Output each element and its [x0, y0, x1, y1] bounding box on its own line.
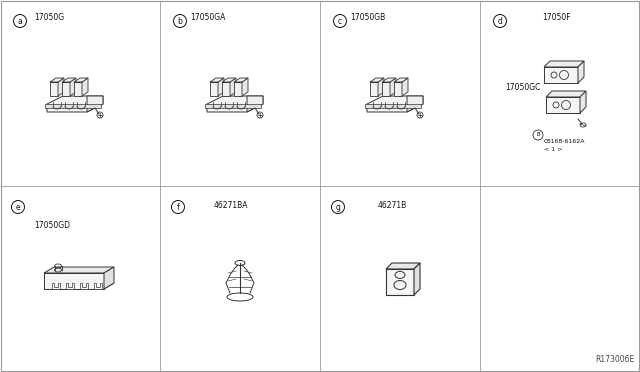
Polygon shape	[394, 82, 402, 96]
Polygon shape	[247, 96, 263, 112]
Text: < 1 >: < 1 >	[544, 147, 563, 152]
Polygon shape	[234, 82, 242, 96]
Text: 17050GD: 17050GD	[34, 221, 70, 230]
Polygon shape	[104, 267, 114, 289]
Polygon shape	[44, 283, 114, 289]
Polygon shape	[52, 283, 60, 289]
Polygon shape	[370, 78, 384, 82]
Text: b: b	[177, 16, 182, 26]
Text: 17050GC: 17050GC	[505, 83, 540, 92]
Polygon shape	[210, 82, 218, 96]
Polygon shape	[402, 78, 408, 96]
Polygon shape	[218, 78, 224, 96]
Polygon shape	[58, 78, 64, 96]
Polygon shape	[62, 82, 70, 96]
Polygon shape	[394, 78, 408, 82]
Text: R173006E: R173006E	[595, 355, 634, 364]
Polygon shape	[367, 96, 423, 112]
Polygon shape	[382, 78, 396, 82]
Polygon shape	[74, 78, 88, 82]
Polygon shape	[414, 263, 420, 295]
Polygon shape	[74, 82, 82, 96]
Polygon shape	[47, 96, 103, 112]
Text: 17050GA: 17050GA	[190, 13, 225, 22]
Text: 17050F: 17050F	[542, 13, 571, 22]
Text: g: g	[335, 202, 340, 212]
Polygon shape	[242, 78, 248, 96]
Polygon shape	[578, 61, 584, 83]
Polygon shape	[222, 78, 236, 82]
Text: 46271BA: 46271BA	[214, 201, 248, 210]
Polygon shape	[580, 91, 586, 113]
Text: e: e	[16, 202, 20, 212]
Polygon shape	[386, 263, 420, 269]
Polygon shape	[378, 78, 384, 96]
Polygon shape	[70, 78, 76, 96]
Text: B: B	[536, 132, 540, 138]
Polygon shape	[386, 269, 414, 295]
Polygon shape	[234, 78, 248, 82]
Polygon shape	[50, 82, 58, 96]
Polygon shape	[62, 78, 76, 82]
Polygon shape	[50, 78, 64, 82]
Text: 17050GB: 17050GB	[350, 13, 385, 22]
Text: f: f	[177, 202, 179, 212]
Polygon shape	[210, 78, 224, 82]
Polygon shape	[544, 61, 584, 67]
Polygon shape	[370, 82, 378, 96]
Polygon shape	[80, 283, 88, 289]
Polygon shape	[546, 97, 580, 113]
Polygon shape	[230, 78, 236, 96]
Polygon shape	[544, 67, 578, 83]
Text: 46271B: 46271B	[378, 201, 407, 210]
Polygon shape	[87, 96, 103, 112]
Polygon shape	[94, 283, 102, 289]
Text: 08168-6162A: 08168-6162A	[544, 139, 586, 144]
Polygon shape	[205, 104, 261, 108]
Polygon shape	[546, 91, 586, 97]
Polygon shape	[207, 96, 263, 112]
Text: c: c	[338, 16, 342, 26]
Polygon shape	[382, 82, 390, 96]
Text: a: a	[18, 16, 22, 26]
Polygon shape	[222, 82, 230, 96]
Polygon shape	[82, 78, 88, 96]
Polygon shape	[66, 283, 74, 289]
Polygon shape	[407, 96, 423, 112]
Text: d: d	[497, 16, 502, 26]
Polygon shape	[390, 78, 396, 96]
Polygon shape	[365, 104, 421, 108]
Text: 17050G: 17050G	[34, 13, 64, 22]
Polygon shape	[45, 104, 101, 108]
Polygon shape	[44, 267, 114, 273]
Polygon shape	[44, 273, 104, 289]
